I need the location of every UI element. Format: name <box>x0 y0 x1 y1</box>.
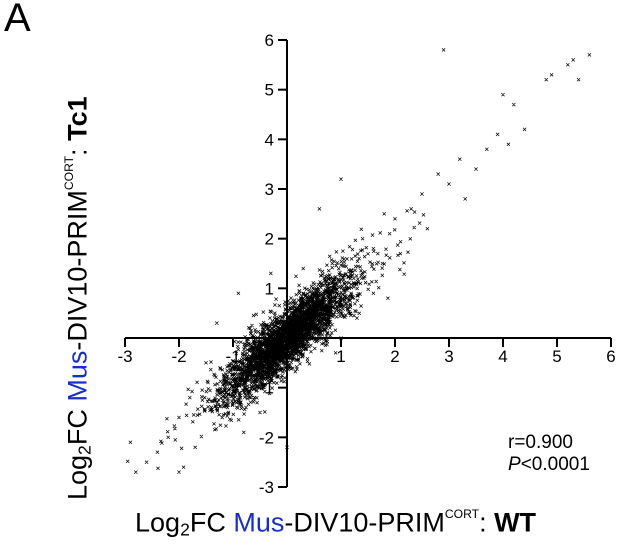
data-points <box>125 48 592 474</box>
tick-labels: -3 -2 -1 1 2 3 4 5 6 -3 -2 -1 1 2 3 4 5 6 <box>117 31 615 497</box>
x-tick-label: -3 <box>117 347 132 366</box>
y-tick-label: -2 <box>259 428 274 447</box>
x-tick-label: 2 <box>390 347 399 366</box>
x-tick-label: -2 <box>171 347 186 366</box>
y-tick-label: 3 <box>265 180 274 199</box>
y-tick-label: 2 <box>265 230 274 249</box>
r-value: r=0.900 <box>508 432 573 453</box>
y-tick-label: -1 <box>259 379 274 398</box>
y-tick-label: -3 <box>259 478 274 497</box>
y-tick-label: 1 <box>265 279 274 298</box>
x-tick-label: 3 <box>444 347 453 366</box>
x-tick-label: -1 <box>225 347 240 366</box>
scatter-markers <box>125 48 592 474</box>
correlation-stats: r=0.900 P<0.0001 <box>508 432 590 476</box>
p-value: P<0.0001 <box>508 454 590 475</box>
x-tick-label: 5 <box>552 347 561 366</box>
y-tick-label: 6 <box>265 31 274 50</box>
x-axis-label: Log2FC Mus-DIV10-PRIMCORT: WT <box>135 507 537 540</box>
x-tick-label: 1 <box>336 347 345 366</box>
y-tick-label: 4 <box>265 130 274 149</box>
x-tick-label: 6 <box>606 347 615 366</box>
y-axis-label: Log2FC Mus-DIV10-PRIMCORT: Tc1 <box>62 96 95 500</box>
y-tick-label: 5 <box>265 81 274 100</box>
axes <box>124 39 612 488</box>
x-tick-label: 4 <box>498 347 507 366</box>
panel-label: A <box>4 0 31 40</box>
